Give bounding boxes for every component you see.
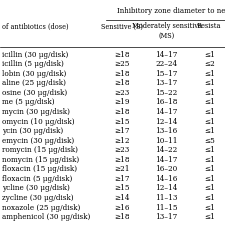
- Text: ≥18: ≥18: [114, 213, 129, 221]
- Text: ≤1: ≤1: [204, 194, 215, 202]
- Text: ≥18: ≥18: [114, 156, 129, 164]
- Text: Moderately sensitive
(MS): Moderately sensitive (MS): [132, 22, 201, 40]
- Text: osine (30 μg/disk): osine (30 μg/disk): [2, 89, 68, 97]
- Text: romycin (15 μg/disk): romycin (15 μg/disk): [2, 146, 78, 154]
- Text: ≥17: ≥17: [114, 175, 129, 183]
- Text: omycin (10 μg/disk): omycin (10 μg/disk): [2, 117, 75, 126]
- Text: aline (25 μg/disk): aline (25 μg/disk): [2, 79, 66, 87]
- Text: zycline (30 μg/disk): zycline (30 μg/disk): [2, 194, 74, 202]
- Text: noxazole (25 μg/disk): noxazole (25 μg/disk): [2, 204, 81, 212]
- Text: ≤5: ≤5: [204, 137, 215, 145]
- Text: 14–22: 14–22: [155, 146, 178, 154]
- Text: floxacin (15 μg/disk): floxacin (15 μg/disk): [2, 165, 77, 173]
- Text: 16–18: 16–18: [155, 99, 178, 106]
- Text: 14–17: 14–17: [155, 156, 178, 164]
- Text: 13–17: 13–17: [155, 79, 178, 87]
- Text: icillin (30 μg/disk): icillin (30 μg/disk): [2, 51, 69, 59]
- Text: ≤1: ≤1: [204, 70, 215, 78]
- Text: ≥23: ≥23: [114, 146, 129, 154]
- Text: ≤1: ≤1: [204, 213, 215, 221]
- Text: floxacin (5 μg/disk): floxacin (5 μg/disk): [2, 175, 73, 183]
- Text: ≤1: ≤1: [204, 89, 215, 97]
- Text: ≤1: ≤1: [204, 99, 215, 106]
- Text: ≤2: ≤2: [204, 60, 215, 68]
- Text: ≥16: ≥16: [114, 204, 129, 212]
- Text: lobin (30 μg/disk): lobin (30 μg/disk): [2, 70, 67, 78]
- Text: ≤1: ≤1: [204, 108, 215, 116]
- Text: ≥18: ≥18: [114, 108, 129, 116]
- Text: ≥12: ≥12: [114, 137, 129, 145]
- Text: icillin (5 μg/disk): icillin (5 μg/disk): [2, 60, 64, 68]
- Text: ≤1: ≤1: [204, 204, 215, 212]
- Text: ≤1: ≤1: [204, 79, 215, 87]
- Text: 14–16: 14–16: [155, 175, 178, 183]
- Text: 11–13: 11–13: [155, 194, 178, 202]
- Text: ≤1: ≤1: [204, 117, 215, 126]
- Text: mycin (30 μg/disk): mycin (30 μg/disk): [2, 108, 70, 116]
- Text: 14–17: 14–17: [155, 51, 178, 59]
- Text: 15–17: 15–17: [155, 70, 178, 78]
- Text: 11–15: 11–15: [155, 204, 178, 212]
- Text: ≥17: ≥17: [114, 127, 129, 135]
- Text: Resista: Resista: [197, 22, 221, 31]
- Text: 22–24: 22–24: [155, 60, 178, 68]
- Text: 16–20: 16–20: [155, 165, 178, 173]
- Text: ≤1: ≤1: [204, 51, 215, 59]
- Text: ycin (30 μg/disk): ycin (30 μg/disk): [2, 127, 63, 135]
- Text: ≥15: ≥15: [114, 117, 129, 126]
- Text: ycline (30 μg/disk): ycline (30 μg/disk): [2, 184, 70, 193]
- Text: 12–14: 12–14: [155, 184, 178, 193]
- Text: ≥19: ≥19: [114, 99, 129, 106]
- Text: ≥18: ≥18: [114, 51, 129, 59]
- Text: ≥25: ≥25: [114, 60, 129, 68]
- Text: emycin (30 μg/disk): emycin (30 μg/disk): [2, 137, 74, 145]
- Text: ≤1: ≤1: [204, 146, 215, 154]
- Text: ≤1: ≤1: [204, 184, 215, 193]
- Text: Inhibitory zone diameter to nearest millimeter (: Inhibitory zone diameter to nearest mill…: [117, 7, 225, 15]
- Text: 14–17: 14–17: [155, 108, 178, 116]
- Text: ≥18: ≥18: [114, 79, 129, 87]
- Text: 15–22: 15–22: [155, 89, 178, 97]
- Text: Sensitive (S): Sensitive (S): [101, 22, 142, 31]
- Text: 12–14: 12–14: [155, 117, 178, 126]
- Text: ≥14: ≥14: [114, 194, 129, 202]
- Text: nomycin (15 μg/disk): nomycin (15 μg/disk): [2, 156, 79, 164]
- Text: ≤1: ≤1: [204, 156, 215, 164]
- Text: ≥18: ≥18: [114, 70, 129, 78]
- Text: ≤1: ≤1: [204, 175, 215, 183]
- Text: ≥23: ≥23: [114, 89, 129, 97]
- Text: 13–16: 13–16: [155, 127, 178, 135]
- Text: amphenicol (30 μg/disk): amphenicol (30 μg/disk): [2, 213, 91, 221]
- Text: of antibiotics (dose): of antibiotics (dose): [2, 22, 69, 31]
- Text: 13–17: 13–17: [155, 213, 178, 221]
- Text: ≥15: ≥15: [114, 184, 129, 193]
- Text: ≤1: ≤1: [204, 165, 215, 173]
- Text: ≥21: ≥21: [114, 165, 129, 173]
- Text: ≤1: ≤1: [204, 127, 215, 135]
- Text: 10–11: 10–11: [155, 137, 178, 145]
- Text: me (5 μg/disk): me (5 μg/disk): [2, 99, 55, 106]
